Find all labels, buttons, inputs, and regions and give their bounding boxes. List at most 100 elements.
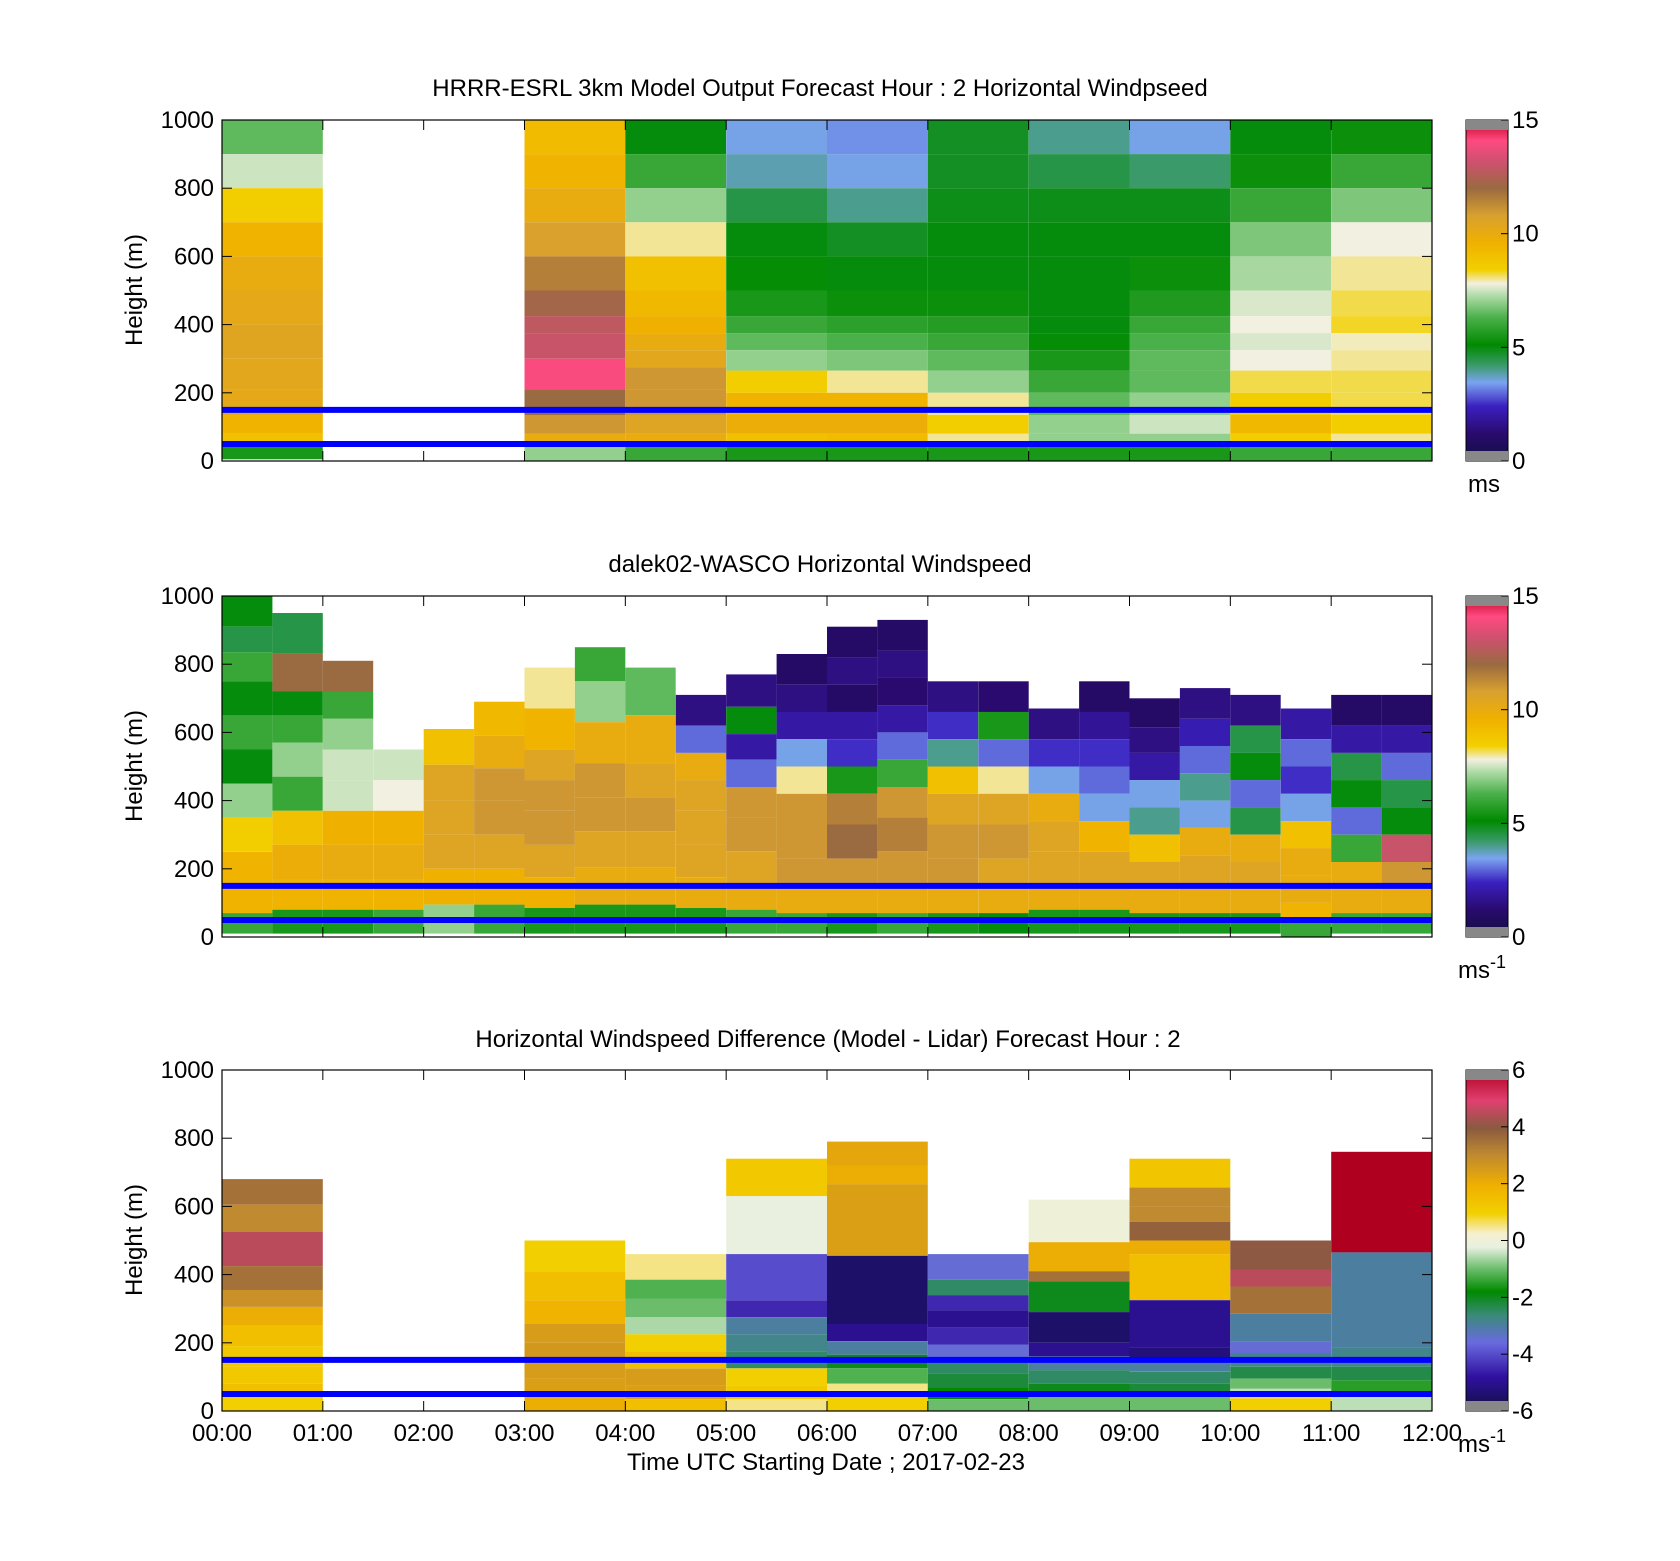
heat-cell: [827, 1368, 928, 1384]
heat-cell: [1381, 913, 1432, 934]
heat-cell: [978, 681, 1029, 712]
heat-cell: [524, 256, 626, 291]
heat-cell: [222, 1307, 323, 1326]
heat-cell: [524, 415, 626, 434]
heat-cell: [1129, 1347, 1231, 1360]
heat-cell: [1129, 188, 1231, 223]
heat-cell: [1028, 1281, 1130, 1313]
heat-cell: [827, 1396, 928, 1411]
panel-difference-cells: [222, 1141, 1432, 1411]
panel-difference: Horizontal Windspeed Difference (Model -…: [121, 1026, 1533, 1476]
heat-cell: [272, 844, 323, 879]
heat-cell: [1028, 1342, 1130, 1357]
heat-cell: [625, 433, 727, 446]
heat-cell: [877, 732, 928, 760]
heat-cell: [222, 913, 273, 934]
heat-cell: [222, 1232, 323, 1267]
heat-cell: [1381, 752, 1432, 781]
heat-cell: [1230, 834, 1281, 862]
heat-cell: [524, 1300, 626, 1325]
heat-cell: [1331, 834, 1382, 862]
heat-cell: [1028, 415, 1130, 434]
heat-cell: [373, 844, 424, 879]
heat-cell: [1331, 807, 1382, 835]
heat-cell: [222, 433, 323, 445]
colorbar-tick-label: -6: [1512, 1398, 1533, 1425]
heat-cell: [1230, 154, 1332, 189]
y-tick-label: 400: [174, 312, 214, 339]
heat-cell: [827, 793, 878, 825]
heat-cell: [978, 766, 1029, 794]
heat-cell: [927, 333, 1029, 351]
heat-cell: [574, 763, 626, 798]
panel-difference-colorbar-ticks: -6 -4 -2 0 2 4 6: [1466, 1057, 1533, 1425]
heat-cell: [1230, 222, 1332, 257]
heat-cell: [1129, 1254, 1231, 1301]
colorbar-tick-label: 0: [1512, 924, 1525, 951]
heat-cell: [1079, 851, 1130, 883]
heat-cell: [1381, 889, 1432, 914]
y-tick-label: 200: [174, 856, 214, 883]
heat-cell: [272, 613, 323, 654]
colorbar-tick-label: 5: [1512, 810, 1525, 837]
heat-cell: [776, 654, 827, 685]
heat-cell: [827, 222, 928, 257]
heat-cell: [1129, 1221, 1231, 1241]
heat-cell: [322, 844, 374, 879]
heat-cell: [1230, 913, 1281, 934]
heat-cell: [373, 749, 424, 781]
heat-cell: [927, 316, 1029, 334]
heat-cell: [1331, 913, 1382, 934]
heat-cell: [574, 681, 626, 723]
colorbar-tick-label: 2: [1512, 1171, 1525, 1198]
heat-cell: [272, 776, 323, 811]
heat-cell: [625, 415, 727, 434]
x-tick-label: 00:00: [192, 1420, 252, 1447]
heat-cell: [927, 415, 1029, 434]
heat-cell: [726, 706, 777, 735]
heat-cell: [1230, 1366, 1332, 1379]
heat-cell: [827, 1324, 928, 1341]
heat-cell: [1230, 1269, 1332, 1287]
panel-lidar-colorbar-ticks: 0 5 10 15: [1466, 583, 1539, 951]
heat-cell: [927, 120, 1029, 155]
heat-cell: [1028, 1312, 1130, 1343]
heat-cell: [222, 749, 273, 784]
y-tick-label: 600: [174, 243, 214, 270]
heat-cell: [222, 154, 323, 189]
heat-cell: [726, 674, 777, 707]
heat-cell: [927, 433, 1029, 446]
heat-cell: [1129, 256, 1231, 291]
heat-cell: [222, 256, 323, 291]
heat-cell: [1230, 1240, 1332, 1270]
heat-cell: [222, 1179, 323, 1205]
heat-cell: [1028, 1370, 1130, 1384]
heat-cell: [726, 415, 827, 434]
heat-cell: [1028, 851, 1080, 883]
heat-cell: [524, 877, 575, 908]
heat-cell: [272, 715, 323, 743]
heat-cell: [1028, 766, 1080, 794]
heat-cell: [1129, 433, 1231, 446]
heat-cell: [1230, 415, 1332, 434]
heat-cell: [1079, 739, 1130, 767]
heat-cell: [927, 1373, 1029, 1388]
heat-cell: [1179, 827, 1231, 856]
heat-cell: [222, 290, 323, 325]
heat-cell: [927, 681, 979, 712]
heat-cell: [1129, 415, 1231, 434]
heat-cell: [1129, 834, 1180, 862]
panel-lidar-guide-lines: [222, 882, 1432, 923]
heat-cell: [927, 711, 979, 740]
x-tick-label: 03:00: [494, 1420, 554, 1447]
heat-cell: [726, 817, 777, 852]
heat-cell: [726, 222, 827, 257]
heat-cell: [1331, 889, 1382, 914]
heat-cell: [978, 824, 1029, 859]
heat-cell: [1230, 290, 1332, 317]
heat-cell: [625, 1368, 727, 1386]
heat-cell: [1129, 1359, 1231, 1372]
panel-difference-y-ticks: 0 200 400 600 800 1000: [161, 1057, 1432, 1425]
heat-cell: [1028, 222, 1130, 257]
